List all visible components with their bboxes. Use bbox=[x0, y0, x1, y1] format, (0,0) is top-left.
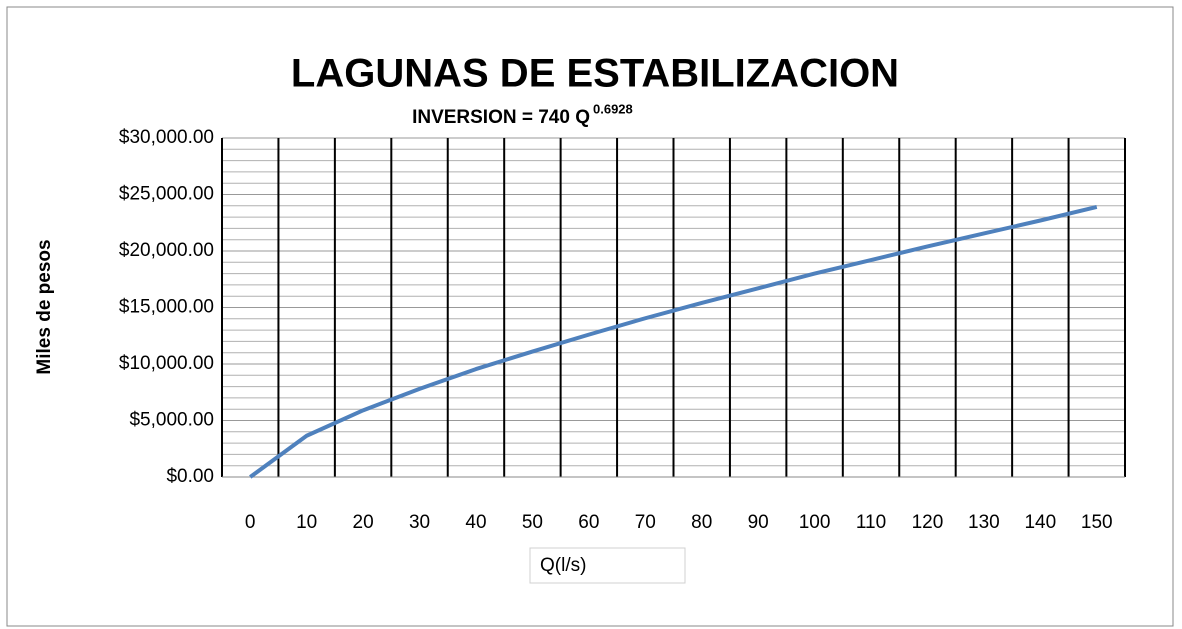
x-tick-label: 20 bbox=[353, 512, 374, 533]
y-tick-label: $20,000.00 bbox=[119, 240, 214, 261]
x-axis-label-box bbox=[529, 547, 686, 584]
x-tick-label: 130 bbox=[968, 512, 1000, 533]
x-tick-label: 0 bbox=[245, 512, 256, 533]
x-tick-label: 120 bbox=[912, 512, 944, 533]
x-tick-label: 90 bbox=[748, 512, 769, 533]
data-line bbox=[249, 204, 1098, 479]
chart-title: LAGUNAS DE ESTABILIZACION bbox=[291, 52, 899, 96]
x-axis-label: Q(l/s) bbox=[540, 555, 586, 576]
x-tick-label: 30 bbox=[409, 512, 430, 533]
x-tick-label: 40 bbox=[465, 512, 486, 533]
x-tick-label: 50 bbox=[522, 512, 543, 533]
x-tick-label: 150 bbox=[1081, 512, 1113, 533]
y-tick-label: $0.00 bbox=[166, 466, 214, 487]
y-tick-label: $10,000.00 bbox=[119, 353, 214, 374]
chart-subtitle: INVERSION = 740 Q bbox=[412, 107, 590, 128]
x-tick-label: 60 bbox=[578, 512, 599, 533]
y-tick-label: $30,000.00 bbox=[119, 127, 214, 148]
subtitle-exponent: 0.6928 bbox=[593, 101, 633, 116]
chart-border bbox=[6, 6, 1174, 627]
x-tick-label: 80 bbox=[691, 512, 712, 533]
y-tick-label: $25,000.00 bbox=[119, 184, 214, 205]
x-tick-label: 110 bbox=[856, 512, 886, 533]
x-tick-label: 70 bbox=[635, 512, 656, 533]
y-axis-label: Miles de pesos bbox=[34, 239, 55, 374]
x-tick-label: 140 bbox=[1024, 512, 1056, 533]
y-tick-label: $5,000.00 bbox=[129, 410, 214, 431]
x-tick-label: 100 bbox=[799, 512, 831, 533]
x-tick-label: 10 bbox=[296, 512, 317, 533]
y-tick-label: $15,000.00 bbox=[119, 297, 214, 318]
